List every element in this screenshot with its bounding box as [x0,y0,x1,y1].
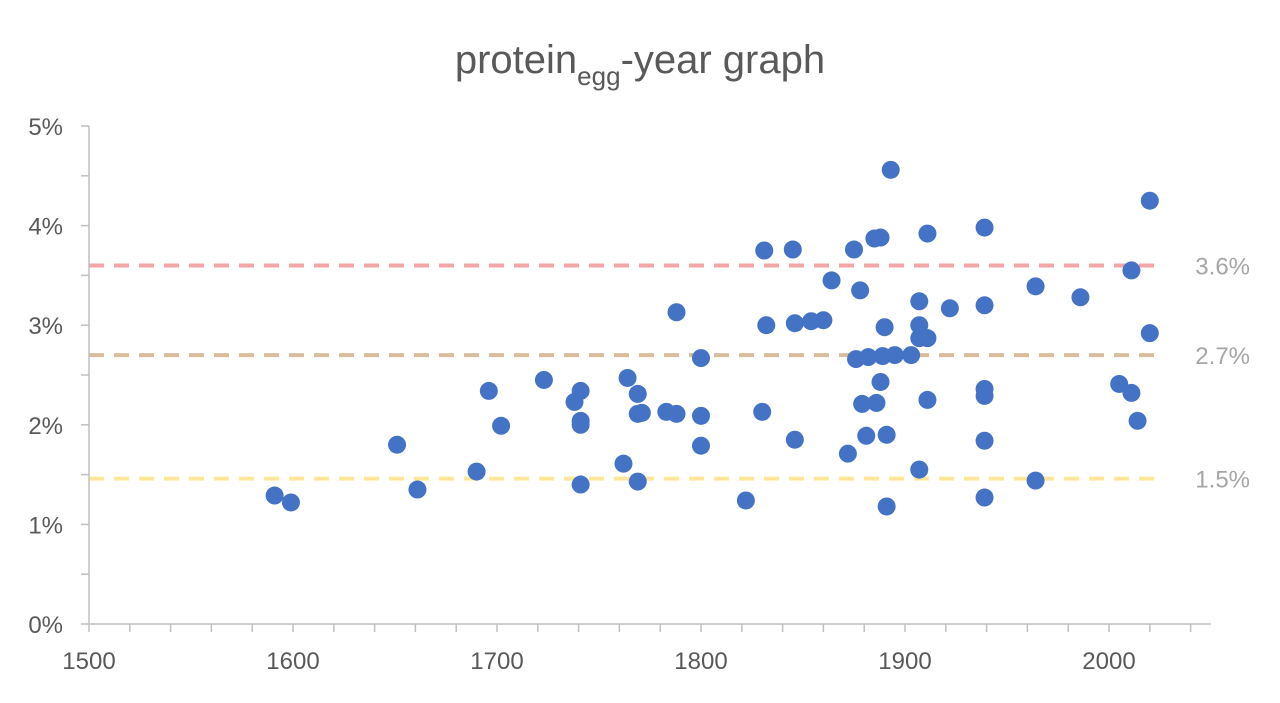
data-point [757,316,776,335]
data-point [785,430,804,449]
data-point [571,415,590,434]
data-point [783,240,802,259]
reference-line-label: 3.6% [1195,253,1250,280]
data-point [940,299,959,318]
x-tick-label: 1800 [674,648,727,675]
data-point [628,472,647,491]
data-point [975,386,994,405]
data-point [853,394,872,413]
data-point [851,281,870,300]
data-point [822,271,841,290]
data-point [814,311,833,330]
data-point [910,460,929,479]
data-point [736,491,755,510]
data-points [265,160,1159,516]
data-point [1122,383,1141,402]
data-point [692,406,710,425]
data-point [918,390,937,409]
data-point [632,403,651,422]
data-point [753,402,772,421]
x-tick-label: 2000 [1082,648,1135,675]
data-point [877,497,896,516]
data-point [857,426,876,445]
reference-line-label: 2.7% [1195,343,1250,370]
data-point [614,454,633,473]
data-point [838,444,857,463]
x-tick-label: 1600 [266,648,319,675]
data-point [628,384,647,403]
data-point [975,218,994,237]
data-point [918,329,937,348]
reference-line-label: 1.5% [1195,467,1250,494]
data-point [571,381,590,400]
chart-title-main: protein [455,38,577,82]
x-tick-label: 1700 [470,648,523,675]
data-point [281,493,300,512]
data-point [975,296,994,315]
y-tick-label: 3% [28,313,63,340]
data-point [910,292,929,311]
data-point [877,425,896,444]
reference-lines: 3.6% 2.7% 1.5% [89,253,1250,494]
axes: 1500 1600 1700 1800 1900 2000 0% 1% 2% 3% 4% 5% [28,114,1211,675]
data-point [755,241,774,260]
data-point [875,318,894,337]
data-point [1026,471,1045,490]
data-point [918,224,937,243]
y-tick-label: 1% [28,512,63,539]
data-point [885,346,904,365]
data-point [975,488,994,507]
data-point [618,368,637,387]
data-point [667,404,686,423]
y-tick-label: 5% [28,114,63,141]
chart-title-suffix: -year graph [621,38,826,82]
data-point [1122,261,1141,280]
data-point [667,303,686,322]
data-point [388,435,407,454]
data-point [871,372,890,391]
data-point [692,349,710,368]
data-point [1026,277,1045,296]
data-point [871,228,890,247]
data-point [859,348,878,367]
data-point [902,346,921,365]
data-point [1128,411,1147,430]
data-point [692,436,710,455]
data-point [534,370,553,389]
data-point [265,486,284,505]
y-tick-label: 0% [28,612,63,639]
chart-title-subscript: egg [577,61,620,91]
data-point [867,393,886,412]
data-point [492,416,511,435]
data-point [975,431,994,450]
x-tick-label: 1500 [62,648,115,675]
data-point [785,314,804,333]
data-point [479,381,498,400]
data-point [1140,324,1159,343]
y-tick-label: 4% [28,214,63,241]
data-point [467,462,486,481]
data-point [881,160,900,179]
data-point [1140,191,1159,210]
y-tick-label: 2% [28,413,63,440]
chart-title: proteinegg-year graph [455,38,825,91]
data-point [845,240,863,259]
data-point [408,480,427,499]
x-tick-label: 1900 [878,648,931,675]
data-point [571,475,590,494]
data-point [1071,288,1090,307]
data-point [910,316,929,335]
